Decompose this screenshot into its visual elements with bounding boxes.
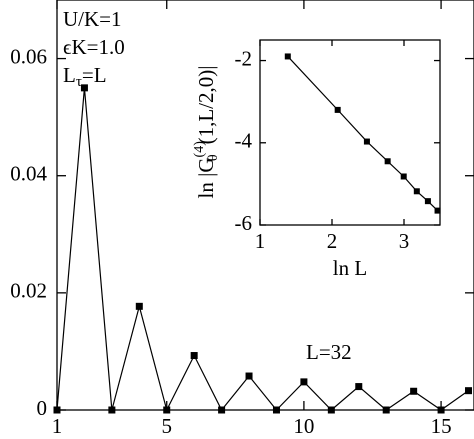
inset-plot: 1 2 3 -6 -4 -2 (235, 39, 441, 253)
data-point (284, 53, 291, 60)
data-point (465, 387, 473, 395)
data-point (413, 188, 420, 195)
annotation: L=32 (306, 340, 352, 364)
data-point (327, 406, 335, 414)
data-point (382, 406, 390, 414)
data-point (434, 207, 441, 214)
data-point (245, 372, 253, 380)
data-point (400, 173, 407, 180)
x-tick-label: 15 (431, 414, 452, 438)
annotation: Lτ=L (63, 63, 107, 91)
y-tick-label: -6 (235, 211, 253, 235)
annotation-part: =L (82, 63, 107, 87)
data-point (424, 198, 431, 205)
data-point (108, 406, 116, 414)
data-point (53, 406, 61, 414)
data-point (355, 383, 363, 391)
y-tick-label: 0.04 (10, 162, 47, 186)
data-point (334, 106, 341, 113)
data-point (190, 352, 198, 360)
data-point (80, 84, 88, 92)
x-tick-label: 2 (327, 229, 338, 253)
data-point (410, 387, 418, 395)
annotation: ϵK=1.0 (63, 35, 125, 59)
y-label-part: ln |G (194, 157, 218, 198)
y-label-part: θ (206, 154, 221, 161)
x-tick-label: 1 (255, 229, 266, 253)
y-tick-label: 0.02 (10, 279, 47, 303)
data-point (272, 406, 280, 414)
plot-frame (259, 39, 441, 226)
data-point (218, 406, 226, 414)
annotation-part: τ (76, 74, 82, 90)
x-tick-label: 5 (161, 414, 172, 438)
y-tick-label: 0.06 (10, 44, 47, 68)
data-line (56, 87, 469, 412)
y-label-part: (1,L/2,0)| (194, 66, 218, 145)
data-point (135, 302, 143, 310)
inset-background (260, 40, 440, 225)
data-point (300, 378, 308, 386)
y-tick-label: -4 (235, 129, 253, 153)
annotation: U/K=1 (63, 7, 122, 31)
plot-frame (56, 0, 474, 411)
annotation-part: L (63, 63, 76, 87)
y-tick-label: -2 (235, 46, 253, 70)
data-point (437, 406, 445, 414)
data-point (363, 138, 370, 145)
x-tick-label: 1 (52, 414, 63, 438)
x-axis-label: ln L (333, 256, 367, 280)
y-axis-label: ln |G(4)θ (1,L/2,0)| (192, 66, 221, 199)
y-label-part: (4) (192, 141, 207, 158)
data-point (163, 406, 171, 414)
data-point (384, 158, 391, 165)
y-tick-label: 0 (37, 396, 48, 420)
x-tick-label: 3 (399, 229, 410, 253)
x-tick-label: 10 (293, 414, 314, 438)
